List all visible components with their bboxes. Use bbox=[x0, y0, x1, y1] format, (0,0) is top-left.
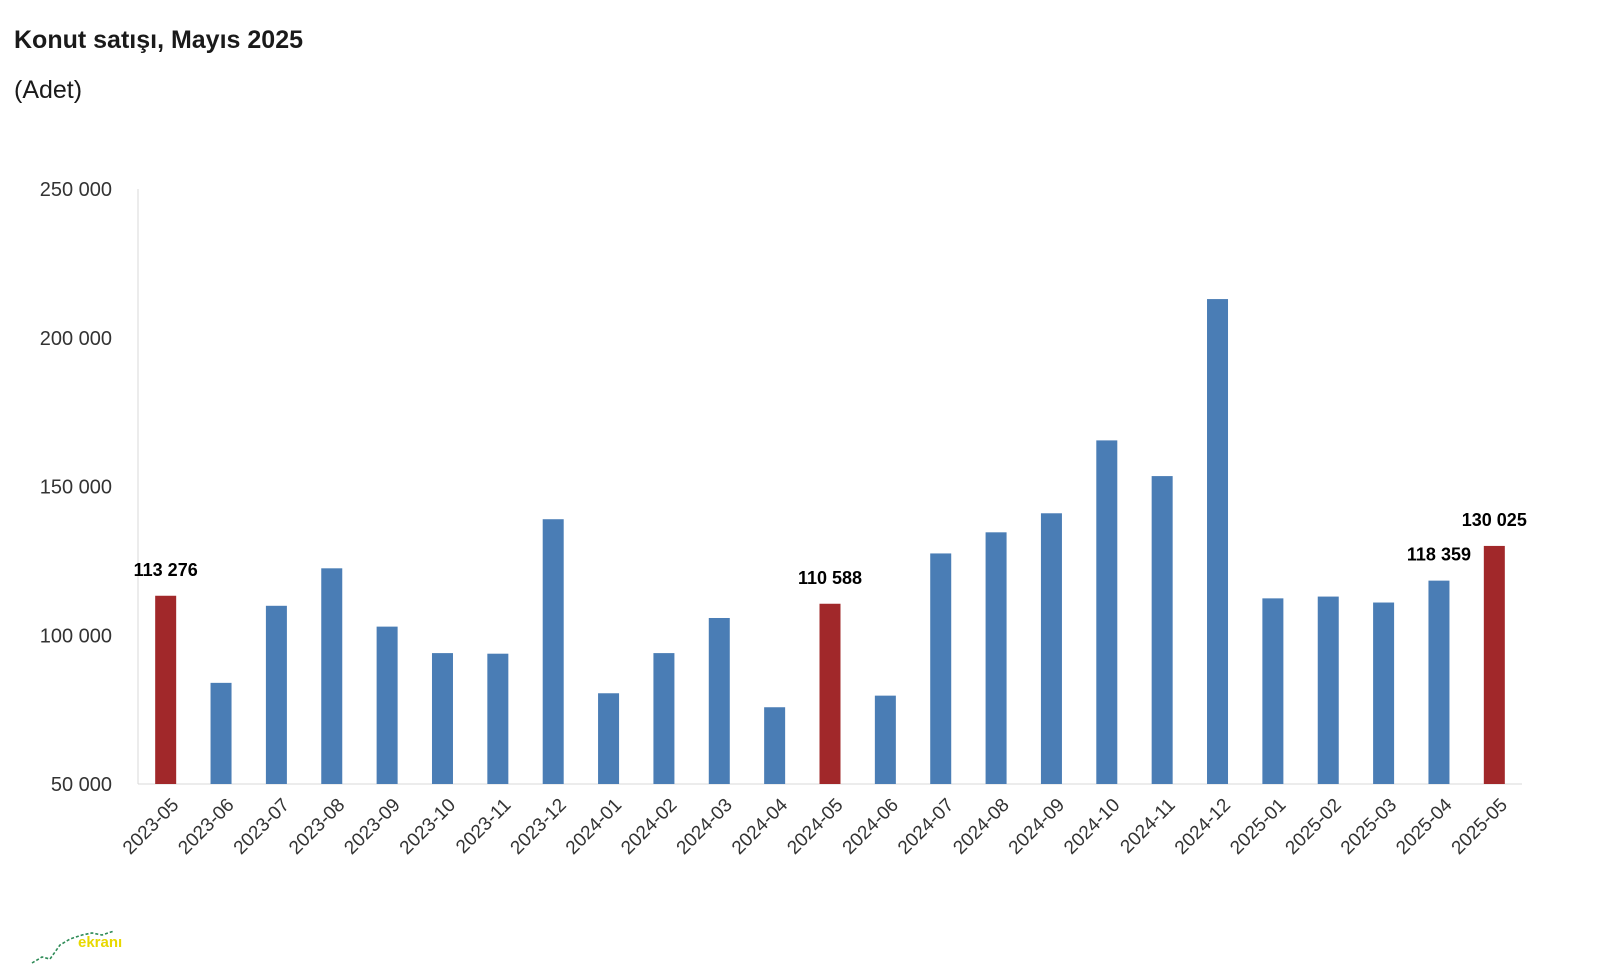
chart-subtitle: (Adet) bbox=[14, 76, 83, 104]
y-tick-label: 50 000 bbox=[51, 774, 112, 796]
bar bbox=[210, 682, 232, 784]
x-tick-label: 2024-08 bbox=[949, 795, 1013, 859]
x-tick-label: 2024-10 bbox=[1060, 795, 1124, 859]
y-tick-label: 200 000 bbox=[40, 328, 112, 350]
bar bbox=[653, 653, 675, 784]
x-tick-label: 2023-05 bbox=[119, 795, 183, 859]
x-tick-label: 2024-12 bbox=[1171, 795, 1235, 859]
chart-title: Konut satışı, Mayıs 2025 bbox=[14, 26, 304, 54]
bar bbox=[1207, 299, 1229, 784]
bar bbox=[985, 532, 1007, 784]
bar bbox=[321, 568, 343, 784]
bar bbox=[930, 553, 952, 784]
x-tick-label: 2024-02 bbox=[617, 795, 681, 859]
x-tick-label: 2024-11 bbox=[1117, 795, 1180, 858]
bar bbox=[1428, 580, 1450, 784]
x-tick-label: 2023-08 bbox=[285, 795, 349, 859]
bar bbox=[874, 695, 896, 784]
x-tick-label: 2025-03 bbox=[1337, 795, 1401, 859]
highlighted-bar bbox=[1483, 545, 1505, 784]
x-tick-label: 2025-04 bbox=[1392, 794, 1456, 858]
x-tick-label: 2023-12 bbox=[507, 795, 571, 859]
x-tick-label: 2024-01 bbox=[562, 795, 626, 859]
watermark-logo: ekranı bbox=[31, 930, 122, 964]
x-tick-label: 2024-09 bbox=[1005, 795, 1069, 859]
x-tick-label: 2025-05 bbox=[1448, 795, 1512, 859]
highlighted-bar bbox=[155, 595, 177, 784]
x-tick-label: 2024-06 bbox=[839, 795, 903, 859]
bar bbox=[487, 653, 509, 784]
bar bbox=[1373, 602, 1395, 784]
x-tick-label: 2023-07 bbox=[230, 795, 294, 859]
x-tick-label: 2024-04 bbox=[728, 794, 792, 858]
bar bbox=[1096, 440, 1118, 784]
data-label: 130 025 bbox=[1462, 510, 1527, 530]
x-tick-label: 2024-05 bbox=[783, 795, 847, 859]
logo-text: ekranı bbox=[78, 934, 122, 951]
x-tick-label: 2025-02 bbox=[1282, 795, 1346, 859]
x-tick-label: 2023-10 bbox=[396, 795, 460, 859]
data-label: 110 588 bbox=[798, 568, 862, 588]
bar bbox=[265, 605, 287, 784]
y-tick-label: 100 000 bbox=[40, 625, 112, 647]
data-label: 113 276 bbox=[134, 560, 198, 580]
data-label: 118 359 bbox=[1407, 545, 1471, 565]
bar bbox=[431, 653, 453, 784]
bar bbox=[376, 626, 398, 784]
bar bbox=[1317, 596, 1339, 784]
bar bbox=[708, 617, 730, 784]
x-tick-label: 2025-01 bbox=[1226, 795, 1290, 859]
bar bbox=[1262, 598, 1284, 784]
x-tick-label: 2023-09 bbox=[340, 795, 404, 859]
y-tick-label: 250 000 bbox=[40, 179, 112, 201]
y-tick-label: 150 000 bbox=[40, 477, 112, 499]
bar bbox=[764, 707, 786, 784]
x-tick-label: 2023-11 bbox=[452, 795, 515, 858]
x-tick-label: 2023-06 bbox=[174, 795, 238, 859]
bar bbox=[598, 693, 620, 784]
x-tick-label: 2024-07 bbox=[894, 795, 958, 859]
bar bbox=[1151, 476, 1173, 784]
bar bbox=[542, 519, 564, 784]
bar bbox=[1040, 513, 1062, 784]
highlighted-bar bbox=[819, 603, 841, 784]
x-tick-label: 2024-03 bbox=[673, 795, 737, 859]
